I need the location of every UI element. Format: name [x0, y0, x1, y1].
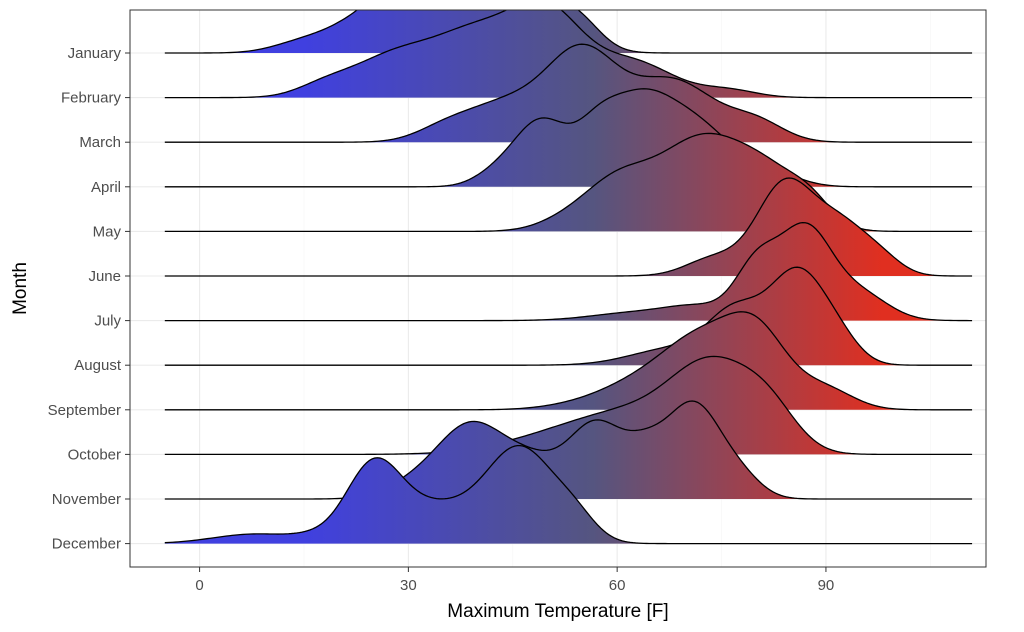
ridge-outline-november	[164, 400, 973, 500]
ridge-december	[164, 444, 973, 545]
x-tick-label: 90	[818, 577, 835, 594]
ridge-april	[164, 88, 973, 188]
ridge-outline-july	[164, 221, 973, 322]
ridge-layer	[164, 10, 973, 545]
ridge-outline-december	[164, 444, 973, 545]
y-tick-label: August	[74, 357, 122, 374]
ridge-november	[164, 400, 973, 500]
ridge-outline-october	[164, 355, 973, 456]
ridge-outline-september	[164, 311, 973, 411]
y-tick-label: October	[68, 446, 121, 463]
ridge-fill-november	[164, 401, 973, 499]
y-tick-label: June	[88, 268, 121, 285]
y-tick-label: December	[52, 536, 121, 553]
y-tick-label: May	[93, 223, 122, 240]
y-tick-label: April	[91, 179, 121, 196]
ridge-september	[164, 311, 973, 411]
ridge-march	[164, 43, 973, 143]
ridge-fill-april	[164, 88, 973, 187]
y-tick-label: November	[52, 491, 121, 508]
x-tick-label: 0	[195, 577, 203, 594]
ridge-outline-march	[164, 43, 973, 143]
ridge-fill-december	[164, 445, 973, 544]
ridge-october	[164, 355, 973, 456]
y-tick-label: January	[68, 45, 122, 62]
x-tick-label: 30	[400, 577, 417, 594]
x-axis-title: Maximum Temperature [F]	[447, 601, 668, 622]
axes: 0 30 60 90 January February March April May June J…	[48, 45, 835, 594]
y-tick-label: September	[48, 402, 121, 419]
y-axis-title: Month	[10, 262, 31, 315]
y-tick-label: July	[94, 313, 121, 330]
ridge-outline-february	[164, 10, 973, 99]
panel-border	[129, 9, 987, 568]
x-tick-label: 60	[609, 577, 626, 594]
ridge-outline-june	[164, 177, 973, 277]
ridge-outline-april	[164, 88, 973, 188]
ridge-fill-september	[164, 311, 973, 410]
ridge-outline-august	[164, 266, 973, 366]
y-tick-label: February	[61, 90, 122, 107]
ridge-fill-october	[164, 356, 973, 455]
y-tick-label: March	[79, 134, 121, 151]
ridge-outline-january	[164, 10, 973, 54]
ridge-fill-march	[164, 44, 973, 143]
